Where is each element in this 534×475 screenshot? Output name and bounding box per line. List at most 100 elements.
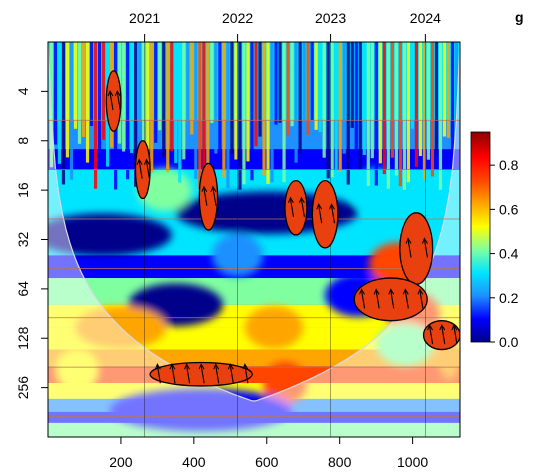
phase-arrow <box>169 363 176 384</box>
stripe <box>218 42 222 157</box>
stripe <box>258 42 262 137</box>
power-blob <box>244 306 304 349</box>
stripe <box>346 42 350 185</box>
stripe <box>242 42 246 185</box>
y-tick-label: 128 <box>15 326 31 350</box>
stripe <box>426 42 431 160</box>
phase-arrow <box>184 363 191 384</box>
phase-arrow <box>316 203 323 224</box>
phase-arrow <box>388 288 395 309</box>
colorbar-tick-label: 0.4 <box>499 246 519 262</box>
title-fragment: g <box>515 9 524 25</box>
stripe <box>89 42 94 126</box>
y-tick-label: 64 <box>15 281 31 297</box>
stripe <box>278 42 282 123</box>
power-band <box>48 149 460 170</box>
power-blob <box>55 348 100 392</box>
stripe <box>266 42 270 185</box>
y-tick-label: 256 <box>15 376 31 400</box>
x-tick-label: 1000 <box>397 454 428 470</box>
stripe <box>286 42 290 136</box>
phase-arrow <box>201 185 208 206</box>
significance-region <box>284 179 308 236</box>
stripe <box>398 42 402 187</box>
stripe <box>442 42 447 137</box>
stripe <box>358 42 362 170</box>
stripe <box>374 42 378 186</box>
stripe <box>354 42 358 150</box>
stripe <box>150 42 154 173</box>
stripe <box>57 42 62 164</box>
stripe <box>166 42 170 173</box>
stripe <box>65 42 70 158</box>
stripe <box>422 42 427 180</box>
phase-arrow <box>439 323 446 345</box>
stripe <box>162 42 166 158</box>
stripe <box>69 42 74 180</box>
stripe <box>298 42 302 154</box>
significance-region <box>311 179 339 249</box>
stripe <box>182 42 186 160</box>
colorbar-tick-label: 0.8 <box>499 157 519 173</box>
stripe <box>214 42 218 154</box>
stripe <box>134 42 138 187</box>
stripe <box>53 42 58 145</box>
stripe <box>230 42 234 154</box>
stripe <box>194 42 198 179</box>
stripe <box>101 42 106 140</box>
stripe <box>126 42 130 180</box>
cone-of-influence-line <box>48 42 460 402</box>
cone-of-influence-shade <box>48 42 460 437</box>
significance-region <box>105 70 122 132</box>
stripe <box>254 42 258 147</box>
phase-arrow <box>114 89 121 111</box>
stripe <box>262 42 266 176</box>
colorbar <box>470 131 491 343</box>
stripe <box>414 42 419 167</box>
stripe <box>61 42 66 185</box>
phase-arrow <box>227 363 234 384</box>
stripe <box>450 42 455 166</box>
stripe <box>186 42 190 144</box>
phase-arrow <box>213 363 220 384</box>
stripe <box>85 42 90 163</box>
stripe <box>290 42 294 127</box>
year-tick-label: 2023 <box>315 10 346 26</box>
stripe <box>434 42 439 155</box>
stripe <box>97 42 102 160</box>
stripe <box>370 42 374 159</box>
phase-arrow <box>107 89 114 111</box>
stripe <box>350 42 354 128</box>
stripe <box>294 42 298 163</box>
stripe <box>93 42 98 189</box>
stripe <box>318 42 322 133</box>
power-blob <box>48 213 172 257</box>
stripe <box>222 42 226 178</box>
stripe <box>302 42 306 149</box>
stripe <box>386 42 390 189</box>
stripe <box>73 42 78 129</box>
stripe <box>406 42 410 183</box>
stripe <box>122 42 126 152</box>
phase-arrow <box>405 237 412 258</box>
y-tick-label: 32 <box>15 232 31 248</box>
stripe <box>394 42 398 176</box>
stripe <box>438 42 443 190</box>
stripe <box>238 42 242 190</box>
phase-arrow <box>136 158 143 179</box>
stripe <box>338 42 342 172</box>
phase-arrow <box>287 196 295 217</box>
phase-arrow <box>154 363 161 384</box>
stripe <box>430 42 435 177</box>
phase-arrows <box>107 89 458 384</box>
year-tick-label: 2022 <box>222 10 253 26</box>
phase-arrow <box>451 323 458 345</box>
stripe <box>210 42 214 124</box>
stripe <box>174 42 178 164</box>
year-tick-label: 2021 <box>129 10 160 26</box>
stripe <box>154 42 158 143</box>
power-band <box>48 366 460 384</box>
x-tick-label: 800 <box>328 454 352 470</box>
stripe <box>454 42 459 123</box>
grid-lines <box>48 42 460 437</box>
